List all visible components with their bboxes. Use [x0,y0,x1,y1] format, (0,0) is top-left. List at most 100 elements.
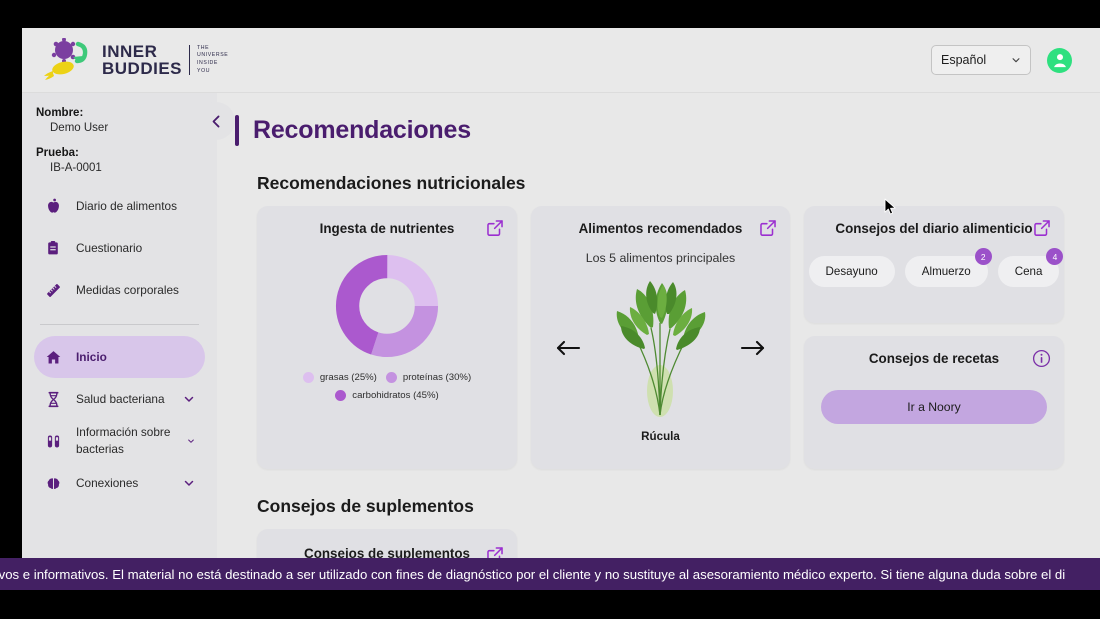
external-link-icon[interactable] [486,219,504,237]
legend-item-carbohidratos: carbohidratos (45%) [335,390,439,401]
main-content: Recomendaciones Recomendaciones nutricio… [217,93,1100,590]
donut-chart [257,254,517,358]
legend-label: carbohidratos (45%) [352,390,439,401]
logo-tagline-line2: UNIVERSE [197,52,229,59]
sidebar-test-value: IB-A-0001 [50,162,102,174]
meal-chip-badge: 4 [1046,248,1064,265]
sidebar-item-inicio[interactable]: Inicio [34,336,205,378]
sidebar-name-label: Nombre: [36,107,84,119]
dna-icon [44,391,62,408]
app-header: INNER BUDDIES THE UNIVERSE INSIDE YOU Es… [22,28,1100,93]
logo-word-inner: INNER [102,42,158,61]
donut-slice-carbohidratos [335,254,439,358]
legend-label: grasas (25%) [319,372,377,383]
card-recommended-foods[interactable]: Alimentos recomendados Los 5 alimentos p… [531,206,790,469]
nutrition-cards-row: Ingesta de nutrientes [257,206,1070,469]
header-controls: Español [931,45,1072,75]
sidebar-item-label: Cuestionario [76,240,143,255]
card-title: Consejos del diario alimenticio [835,221,1033,236]
info-icon[interactable] [1032,349,1051,368]
legend-swatch [335,390,347,401]
sidebar: Nombre: Demo User Prueba: IB-A-0001 [22,93,217,590]
page-title: Recomendaciones [253,116,471,144]
browser-viewport: INNER BUDDIES THE UNIVERSE INSIDE YOU Es… [22,28,1100,590]
card-food-diary-tips[interactable]: Consejos del diario alimenticio Desayuno [804,206,1064,323]
screen-letterbox-top [0,0,1100,28]
meal-chip-label: Desayuno [825,265,878,278]
chevron-down-icon[interactable] [183,393,195,405]
donut-legend: grasas (25%) proteínas (30%) [257,372,517,401]
meal-chip-desayuno[interactable]: Desayuno [808,256,895,287]
logo-tagline: THE UNIVERSE INSIDE YOU [197,45,228,75]
sidebar-item-questionnaire[interactable]: Cuestionario [34,227,205,269]
meal-chip-label: Almuerzo [921,265,971,278]
section-title-supplements: Consejos de suplementos [257,496,474,516]
sidebar-item-label: Conexiones [76,475,139,490]
brand-logo[interactable]: INNER BUDDIES THE UNIVERSE INSIDE YOU [42,38,228,82]
logo-tagline-line1: THE [197,44,210,51]
section-title-nutrition: Recomendaciones nutricionales [257,173,526,193]
sidebar-item-bacterial-health[interactable]: Salud bacteriana [34,378,205,420]
arrow-left-icon[interactable] [554,338,582,358]
card-title: Consejos de recetas [868,351,1000,366]
arugula-image [616,281,706,417]
chevron-down-icon[interactable] [187,435,195,447]
sidebar-item-food-diary[interactable]: Diario de alimentos [34,185,205,227]
food-carousel [531,268,790,428]
sidebar-test-label: Prueba: [36,147,79,159]
meal-chip-badge: 2 [974,248,992,265]
meal-chip-almuerzo[interactable]: Almuerzo 2 [904,248,992,287]
apple-icon [44,198,62,215]
sidebar-item-label: Diario de alimentos [76,198,177,213]
user-icon [1053,54,1066,68]
legend-swatch [385,372,397,383]
card-recipe-tips[interactable]: Consejos de recetas Ir a Noory [804,336,1064,469]
sidebar-name-value: Demo User [50,122,109,134]
external-link-icon[interactable] [759,219,777,237]
meal-chip-label: Cena [1014,265,1043,278]
avatar[interactable] [1047,47,1072,73]
arrow-right-icon[interactable] [739,338,767,358]
chevron-down-icon[interactable] [183,477,195,489]
tubes-icon [44,433,62,450]
chevron-down-icon [1012,58,1020,63]
home-icon [44,349,62,366]
page-title-row: Recomendaciones [235,115,1070,146]
card-nutrient-intake[interactable]: Ingesta de nutrientes [257,206,517,469]
meal-chips: Desayuno Almuerzo 2 Cena 4 [804,248,1064,287]
brain-icon [44,475,62,492]
ruler-icon [44,282,62,299]
sidebar-collapse-button[interactable] [197,102,235,140]
logo-tagline-line4: YOU [197,67,211,74]
sidebar-item-label: Medidas corporales [76,282,179,297]
logo-word-buddies: BUDDIES [102,59,183,78]
foods-subtitle: Los 5 alimentos principales [585,251,736,265]
screen-letterbox-left [0,28,22,590]
sidebar-divider [40,324,199,325]
clipboard-icon [44,240,62,256]
meal-chip-cena[interactable]: Cena 4 [997,248,1064,287]
go-to-noory-button[interactable]: Ir a Noory [821,390,1047,424]
food-name: Rúcula [641,430,680,443]
sidebar-item-connections[interactable]: Conexiones [34,462,205,504]
external-link-icon[interactable] [1033,219,1051,237]
app-body: Nombre: Demo User Prueba: IB-A-0001 [22,93,1100,590]
sidebar-item-label: Inicio [76,349,107,364]
logo-tagline-line3: INSIDE [197,60,218,66]
disclaimer-text: tivos e informativos. El material no est… [0,566,1066,582]
sidebar-item-label: Información sobre bacterias [76,425,171,456]
card-title: Alimentos recomendados [578,221,743,236]
right-cards-column: Consejos del diario alimenticio Desayuno [804,206,1064,469]
language-select[interactable]: Español [931,45,1031,75]
sidebar-item-body-measurements[interactable]: Medidas corporales [34,269,205,311]
language-select-value: Español [941,53,987,67]
donut-slice-proteinas [335,254,439,358]
legend-item-grasas: grasas (25%) [302,372,377,383]
logo-divider [189,45,191,75]
legend-item-proteinas: proteínas (30%) [385,372,471,383]
sidebar-test-field: Prueba: IB-A-0001 [22,145,217,176]
card-title: Consejos de suplementos [304,546,470,561]
sidebar-item-bacteria-info[interactable]: Información sobre bacterias [34,420,205,462]
sidebar-name-field: Nombre: Demo User [22,105,217,136]
